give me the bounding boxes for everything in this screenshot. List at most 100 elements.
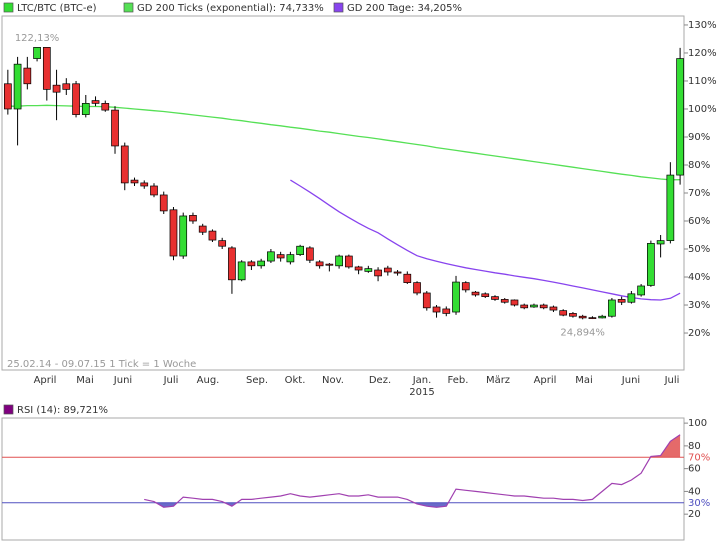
candle-body (286, 254, 295, 263)
x-tick-label: Feb. (448, 375, 469, 386)
rsi-level-label: 70% (688, 452, 710, 463)
candle-body (569, 313, 577, 317)
candle-body (198, 225, 207, 233)
candle-body (637, 285, 645, 296)
candle-body (627, 293, 636, 303)
y-tick-label: 20 (688, 509, 701, 520)
candle-body (179, 215, 188, 257)
candle-body (617, 299, 626, 303)
x-tick-label: Juni (113, 375, 132, 386)
candle-body (228, 247, 236, 281)
legend-swatch (3, 2, 14, 13)
legend-label: GD 200 Ticks (exponential): 74,733% (137, 3, 324, 14)
y-tick-label: 110% (688, 76, 717, 87)
candle-body (296, 245, 304, 255)
footer: 25.02.14 - 09.07.15 1 Tick = 1 Woche (7, 359, 196, 370)
candle-body (608, 299, 616, 317)
y-tick-label: 120% (688, 48, 717, 59)
candle-body (111, 109, 119, 147)
rsi-line (144, 434, 681, 508)
candle-body (325, 263, 334, 266)
candle-body (530, 304, 538, 308)
candle-body (101, 103, 110, 111)
x-tick-label: Juli (664, 375, 680, 386)
legend-swatch (123, 2, 134, 13)
y-tick-label: 90% (688, 132, 710, 143)
x-tick-label: April (534, 375, 557, 386)
candle-body (315, 261, 324, 267)
candle-body (549, 306, 558, 311)
y-tick-label: 80 (688, 441, 701, 452)
legend-swatch (333, 2, 344, 13)
y-tick-label: 60% (688, 216, 710, 227)
candle-body (588, 317, 597, 319)
legend-label: LTC/BTC (BTC-e) (17, 3, 97, 14)
candle-body (481, 293, 490, 297)
extreme-label: 122,13% (15, 33, 60, 44)
candle-body (452, 281, 460, 313)
candle-body (159, 194, 168, 212)
candle-body (23, 67, 32, 85)
candle-body (306, 247, 314, 261)
candle-body (335, 255, 343, 267)
candle-body (442, 308, 451, 314)
moving-average-line (290, 179, 681, 301)
x-tick-label: Mai (575, 375, 593, 386)
legend-swatch (3, 404, 14, 415)
candle-body (62, 83, 71, 90)
y-tick-label: 70% (688, 188, 710, 199)
x-tick-label: Okt. (285, 375, 306, 386)
candle-body (81, 103, 90, 115)
legend-label: GD 200 Tage: 34,205% (347, 3, 462, 14)
candle-body (461, 282, 470, 291)
candle-body (257, 260, 266, 267)
y-tick-label: 40 (688, 486, 701, 497)
candle-body (354, 266, 363, 271)
x-tick-label: Nov. (322, 375, 344, 386)
candle-body (647, 243, 655, 286)
candle-body (218, 240, 227, 247)
y-tick-label: 40% (688, 272, 710, 283)
candle-body (393, 271, 402, 274)
candle-body (383, 267, 392, 273)
candle-body (13, 63, 22, 110)
x-tick-label: Aug. (197, 375, 220, 386)
extreme-label: 24,894% (560, 327, 605, 338)
candle-body (72, 83, 80, 115)
rsi-panel (1, 417, 685, 541)
candle-body (140, 182, 149, 187)
candle-body (150, 185, 158, 196)
candle-body (42, 47, 51, 90)
rsi-level-label: 30% (688, 498, 710, 509)
moving-average-line (7, 104, 681, 181)
x-tick-label: Sep. (246, 375, 268, 386)
candle-body (169, 209, 178, 257)
candle-body (364, 268, 373, 272)
candle-body (666, 174, 675, 241)
x-tick-label: Dez. (369, 375, 391, 386)
candle-body (189, 215, 197, 222)
candle-body (500, 299, 509, 303)
candle-body (237, 261, 246, 281)
candle-body (491, 296, 499, 300)
y-tick-label: 80% (688, 160, 710, 171)
candle-body (578, 315, 587, 319)
candle-body (559, 310, 568, 316)
candle-body (276, 254, 285, 259)
candle-body (3, 83, 12, 110)
y-tick-label: 20% (688, 328, 710, 339)
candle-body (52, 84, 61, 93)
candle-body (91, 100, 100, 104)
legend-label: RSI (14): 89,721% (17, 405, 108, 416)
candle-body (344, 255, 353, 268)
price-panel (1, 15, 685, 371)
candle-body (520, 304, 529, 309)
x-tick-label: März (486, 375, 510, 386)
candle-body (471, 291, 480, 296)
candle-body (413, 282, 421, 294)
candle-body (598, 315, 607, 319)
candle-body (656, 240, 665, 245)
candle-body (422, 292, 431, 309)
y-tick-label: 100 (688, 418, 707, 429)
